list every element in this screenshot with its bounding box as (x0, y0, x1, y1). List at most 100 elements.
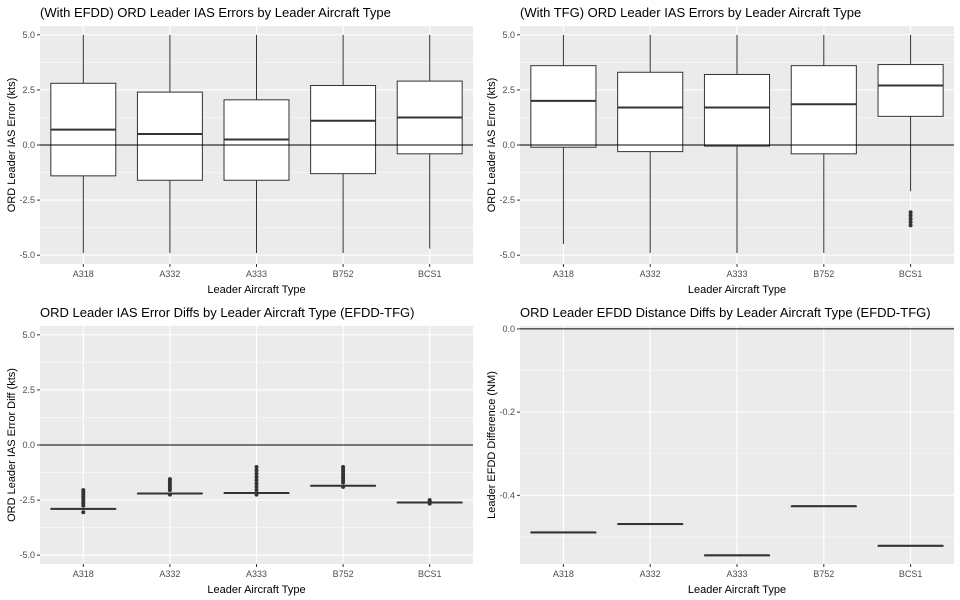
outlier-point (908, 210, 913, 215)
box-a333 (703, 554, 771, 557)
box-a318 (50, 34, 117, 253)
box-a333 (223, 465, 290, 497)
y-tick-label: 0.0 (502, 324, 515, 334)
box-a332 (617, 523, 684, 526)
y-tick-label: -5.0 (19, 550, 35, 560)
chart-title: (With EFDD) ORD Leader IAS Errors by Lea… (40, 5, 391, 20)
y-tick-label: 5.0 (22, 30, 35, 40)
box-body (877, 64, 944, 117)
outlier-point (254, 474, 259, 479)
box-body (136, 91, 203, 181)
y-axis-label: ORD Leader IAS Error (kts) (6, 78, 18, 212)
box-bcs1 (396, 34, 463, 249)
y-tick-label: 5.0 (22, 330, 35, 340)
outlier-point (341, 484, 346, 489)
x-axis-label: Leader Aircraft Type (207, 284, 305, 296)
outlier-point (254, 481, 259, 486)
chart-title: ORD Leader IAS Error Diffs by Leader Air… (40, 305, 414, 320)
x-tick-label-bcs1: BCS1 (899, 569, 923, 579)
outlier-point (908, 220, 913, 225)
x-tick-label-a333: A333 (246, 269, 267, 279)
x-tick-label-a318: A318 (553, 269, 574, 279)
x-tick-label-a333: A333 (726, 569, 747, 579)
x-tick-label-b752: B752 (813, 269, 834, 279)
x-tick-label-a333: A333 (246, 569, 267, 579)
y-axis-label: Leader EFDD Difference (NM) (486, 371, 498, 519)
chart-panel-1: -5.0 -2.5 0.0 2.5 5.0 A318 A332 A333 B752 BCS1 (Wi… (6, 5, 473, 296)
outlier-point (254, 468, 259, 473)
outlier-point (254, 478, 259, 483)
box-a333 (703, 34, 771, 253)
y-tick-label: 5.0 (502, 30, 515, 40)
y-axis-label: ORD Leader IAS Error Diff (kts) (6, 368, 18, 522)
y-tick-label: 0.0 (22, 140, 35, 150)
box-b752 (310, 465, 377, 489)
box-body (617, 71, 684, 153)
y-tick-label: 0.0 (502, 140, 515, 150)
outlier-point (908, 216, 913, 221)
y-tick-label: -5.0 (499, 250, 515, 260)
outlier-point (254, 488, 259, 493)
x-tick-label-a318: A318 (553, 569, 574, 579)
x-tick-label-bcs1: BCS1 (899, 269, 923, 279)
chart-title: ORD Leader EFDD Distance Diffs by Leader… (520, 305, 931, 320)
x-tick-label-a318: A318 (73, 269, 94, 279)
y-tick-label: 2.5 (502, 85, 515, 95)
chart-panel-4: -0.4 -0.2 0.0 A318 A332 A333 B752 BCS1 ORD Leade… (486, 305, 954, 596)
y-tick-label: -2.5 (499, 195, 515, 205)
y-tick-label: -0.4 (499, 490, 515, 500)
x-tick-label-b752: B752 (333, 569, 354, 579)
box-a318 (530, 531, 597, 534)
chart-panel-3: -5.0 -2.5 0.0 2.5 5.0 A318 A332 A333 B752 BCS1 ORD… (6, 305, 473, 596)
outlier-point (427, 501, 432, 506)
outlier-point (341, 480, 346, 485)
box-a318 (50, 488, 117, 515)
outlier-point (908, 213, 913, 218)
x-tick-label-bcs1: BCS1 (418, 269, 442, 279)
y-axis-label: ORD Leader IAS Error (kts) (486, 78, 498, 212)
x-tick-label-b752: B752 (813, 569, 834, 579)
box-body (530, 65, 597, 148)
box-a332 (617, 34, 684, 253)
box-bcs1 (877, 34, 944, 228)
chart-title: (With TFG) ORD Leader IAS Errors by Lead… (520, 5, 861, 20)
outlier-point (167, 488, 172, 493)
outlier-point (908, 223, 913, 228)
y-tick-label: -2.5 (19, 495, 35, 505)
outlier-point (254, 465, 259, 470)
chart-panel-2: -5.0 -2.5 0.0 2.5 5.0 A318 A332 A333 B752 BCS1 (Wi… (486, 5, 954, 296)
y-tick-label: 2.5 (22, 385, 35, 395)
x-tick-label-a333: A333 (726, 269, 747, 279)
x-axis-label: Leader Aircraft Type (688, 584, 786, 596)
x-tick-label-a332: A332 (640, 269, 661, 279)
y-tick-label: 0.0 (22, 440, 35, 450)
y-tick-label: -5.0 (19, 250, 35, 260)
box-b752 (790, 505, 857, 508)
box-b752 (310, 34, 377, 253)
outlier-point (254, 492, 259, 497)
x-tick-label-a332: A332 (159, 269, 180, 279)
box-body (703, 73, 771, 147)
x-tick-label-a318: A318 (73, 569, 94, 579)
x-axis-label: Leader Aircraft Type (688, 284, 786, 296)
outlier-point (254, 484, 259, 489)
box-a332 (136, 34, 203, 253)
outlier-point (81, 510, 86, 515)
x-tick-label-b752: B752 (333, 269, 354, 279)
x-tick-label-a332: A332 (640, 569, 661, 579)
outlier-point (167, 492, 172, 497)
x-tick-label-a332: A332 (159, 569, 180, 579)
box-bcs1 (877, 544, 944, 547)
box-bcs1 (396, 498, 463, 506)
box-body (790, 65, 857, 155)
y-tick-label: 2.5 (22, 85, 35, 95)
y-tick-label: -0.2 (499, 407, 515, 417)
x-tick-label-bcs1: BCS1 (418, 569, 442, 579)
outlier-point (254, 471, 259, 476)
y-tick-label: -2.5 (19, 195, 35, 205)
x-axis-label: Leader Aircraft Type (207, 584, 305, 596)
box-a318 (530, 34, 597, 245)
box-a333 (223, 34, 290, 253)
box-body (310, 85, 377, 175)
